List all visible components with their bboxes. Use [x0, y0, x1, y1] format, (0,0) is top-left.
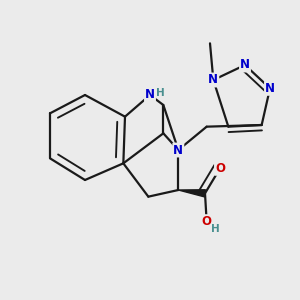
Text: N: N	[145, 88, 155, 101]
Text: O: O	[202, 215, 212, 228]
Polygon shape	[178, 190, 206, 197]
Text: H: H	[156, 88, 165, 98]
Text: N: N	[240, 58, 250, 71]
Text: N: N	[265, 82, 275, 95]
Text: O: O	[215, 162, 225, 175]
Text: N: N	[208, 74, 218, 86]
Text: H: H	[211, 224, 219, 234]
Text: N: N	[173, 143, 183, 157]
